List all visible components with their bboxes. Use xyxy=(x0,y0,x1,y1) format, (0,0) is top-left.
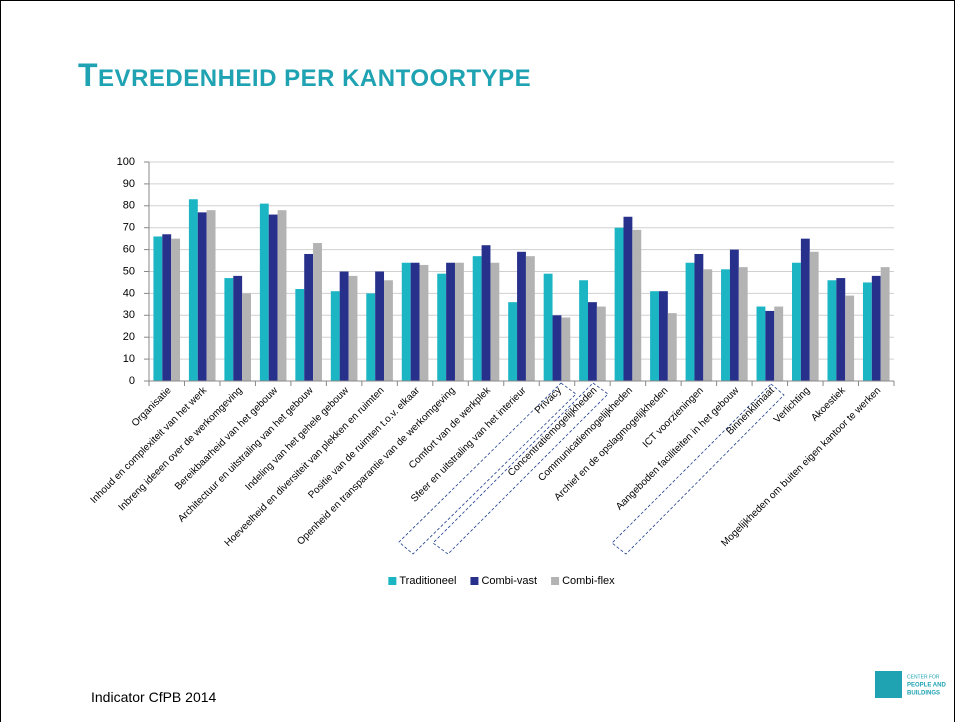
bar xyxy=(437,273,447,381)
legend-swatch xyxy=(470,577,479,585)
x-tick-label: Inbreng ideeen over de werkomgeving xyxy=(117,385,245,513)
bar xyxy=(233,275,243,381)
bar xyxy=(774,306,784,381)
bar xyxy=(348,275,358,381)
bar xyxy=(171,238,181,381)
logo-mark xyxy=(875,671,902,698)
bar xyxy=(862,282,872,381)
bar xyxy=(277,210,287,381)
bar xyxy=(623,216,633,381)
bar xyxy=(632,229,642,381)
bar xyxy=(694,253,704,381)
bar xyxy=(375,271,385,381)
legend-swatch xyxy=(388,577,397,585)
bar xyxy=(330,291,340,381)
y-tick-label: 80 xyxy=(123,200,135,212)
bar xyxy=(242,293,251,381)
bar xyxy=(446,262,455,381)
bar xyxy=(525,256,535,381)
bar xyxy=(410,262,420,381)
x-tick-label: ICT voorzieningen xyxy=(641,385,706,450)
bar xyxy=(721,269,730,381)
bar xyxy=(268,214,278,381)
bar xyxy=(880,267,890,381)
y-tick-label: 100 xyxy=(117,156,135,168)
y-tick-label: 50 xyxy=(123,265,135,277)
highlight-boxes xyxy=(398,382,785,555)
bar xyxy=(552,315,562,381)
x-tick-label: Verlichting xyxy=(772,385,812,425)
legend-label: Combi-vast xyxy=(481,575,537,587)
footer: Indicator CfPB 2014 xyxy=(91,689,217,705)
bar xyxy=(561,317,571,381)
legend-label: Combi-flex xyxy=(562,575,615,587)
y-tick-label: 10 xyxy=(123,353,135,365)
bar xyxy=(401,262,411,381)
bar xyxy=(339,271,349,381)
bar xyxy=(188,199,198,381)
bar xyxy=(295,289,305,381)
bar xyxy=(472,256,482,381)
bar xyxy=(313,243,322,381)
bar xyxy=(792,262,801,381)
bar xyxy=(197,212,207,381)
bar xyxy=(508,302,518,381)
y-tick-label: 60 xyxy=(123,244,135,256)
bar xyxy=(765,310,775,381)
bar xyxy=(304,253,314,381)
x-tick-label: Privacy xyxy=(533,385,564,416)
bar xyxy=(153,236,163,381)
bar xyxy=(579,280,589,381)
bar xyxy=(685,262,695,381)
bar xyxy=(729,249,739,381)
logo-text: CENTER FOR xyxy=(907,674,940,680)
y-tick-label: 30 xyxy=(123,309,135,321)
bar xyxy=(614,227,624,381)
bar xyxy=(490,262,500,381)
bar xyxy=(366,293,376,381)
highlight-box xyxy=(611,383,785,555)
bar xyxy=(162,234,172,381)
bar xyxy=(836,278,846,381)
bar xyxy=(419,264,429,381)
bar xyxy=(596,306,606,381)
highlight-box xyxy=(398,382,577,555)
logo-text: BUILDINGS xyxy=(907,691,940,697)
bar xyxy=(259,203,269,381)
legend-label: Traditioneel xyxy=(399,575,456,587)
y-tick-label: 90 xyxy=(123,178,135,190)
bar xyxy=(703,269,713,381)
bar xyxy=(588,302,597,381)
bar xyxy=(543,273,553,381)
bar xyxy=(658,291,668,381)
bar xyxy=(481,245,491,381)
bar xyxy=(809,251,819,381)
bar xyxy=(738,267,748,381)
legend-swatch xyxy=(551,577,560,585)
x-tick-label: Architectuur en uitstraling van het gebo… xyxy=(176,385,316,525)
bar xyxy=(224,278,234,381)
bar xyxy=(845,295,855,381)
y-tick-label: 0 xyxy=(129,375,135,387)
bar xyxy=(454,262,464,381)
bar xyxy=(667,313,677,381)
y-tick-label: 20 xyxy=(123,331,135,343)
bar xyxy=(650,291,659,381)
bar xyxy=(384,280,393,381)
slide-title: TEVREDENHEID PER KANTOORTYPE xyxy=(78,57,532,93)
highlight-box xyxy=(432,382,609,555)
x-tick-label: Aangeboden faciliteiten in het gebouw xyxy=(614,385,742,513)
y-tick-label: 40 xyxy=(123,287,135,299)
bar xyxy=(871,275,881,381)
y-tick-label: 70 xyxy=(123,222,135,234)
bar xyxy=(517,251,526,381)
bar xyxy=(827,280,837,381)
bar xyxy=(800,238,810,381)
bar xyxy=(756,306,766,381)
bar xyxy=(206,210,216,381)
logo-text: PEOPLE AND xyxy=(907,683,946,689)
